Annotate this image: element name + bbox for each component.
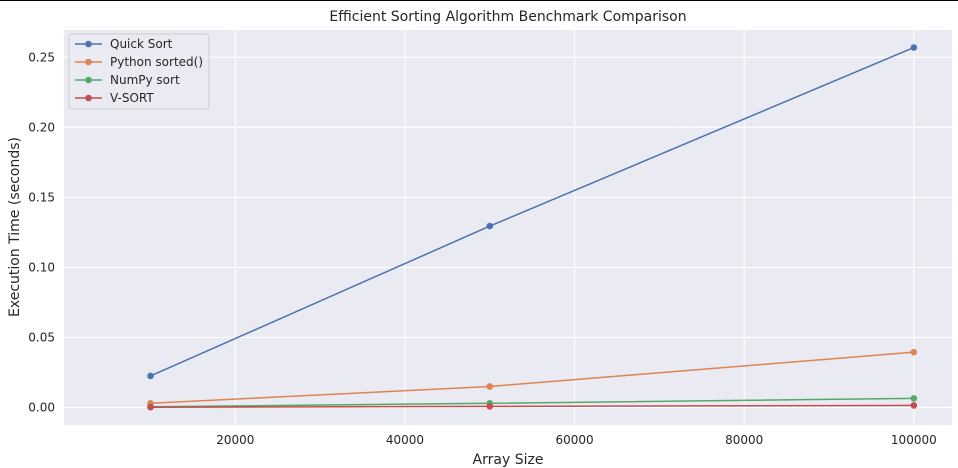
data-point bbox=[910, 44, 918, 51]
data-point bbox=[910, 348, 918, 356]
grid-lines bbox=[64, 30, 952, 425]
legend-frame bbox=[68, 33, 210, 110]
legend-swatch-marker bbox=[85, 40, 92, 48]
legend-swatch-marker bbox=[85, 94, 92, 102]
y-axis-label: Execution Time (seconds) bbox=[7, 137, 23, 317]
data-point bbox=[147, 403, 154, 411]
y-tick-label: 0.10 bbox=[28, 260, 55, 274]
chart-title: Efficient Sorting Algorithm Benchmark Co… bbox=[329, 9, 686, 25]
data-point bbox=[910, 402, 918, 409]
x-tick-label: 20000 bbox=[216, 433, 254, 447]
legend-item: Python sorted() bbox=[75, 55, 203, 69]
legend-swatch-marker bbox=[85, 76, 92, 84]
data-point bbox=[486, 222, 494, 230]
plot-area bbox=[64, 30, 952, 425]
data-point bbox=[486, 383, 494, 390]
y-tick-label: 0.20 bbox=[28, 120, 55, 134]
x-axis-label: Array Size bbox=[473, 452, 544, 468]
series-lines bbox=[147, 44, 918, 411]
data-point bbox=[486, 403, 494, 410]
x-tick-label: 60000 bbox=[555, 433, 593, 447]
series-v-sort bbox=[147, 402, 918, 411]
legend-swatch-marker bbox=[85, 58, 92, 66]
x-tick-label: 100000 bbox=[891, 433, 937, 447]
y-tick-label: 0.00 bbox=[28, 400, 55, 414]
axis-ticks: 20000 40000 60000 80000 100000 0.00 0.05 0.10 0.… bbox=[28, 50, 936, 447]
data-point bbox=[147, 372, 154, 380]
chart-legend: Quick Sort Python sorted() NumPy sort V-SOR… bbox=[68, 33, 210, 110]
x-tick-label: 80000 bbox=[725, 433, 763, 447]
y-tick-label: 0.15 bbox=[28, 190, 55, 204]
y-tick-label: 0.25 bbox=[28, 50, 55, 64]
y-tick-label: 0.05 bbox=[28, 330, 55, 344]
x-tick-label: 40000 bbox=[386, 433, 424, 447]
legend-label: NumPy sort bbox=[110, 73, 180, 87]
legend-label: Python sorted() bbox=[110, 55, 203, 69]
legend-label: Quick Sort bbox=[110, 37, 173, 51]
legend-item: Quick Sort bbox=[75, 37, 173, 51]
data-point bbox=[910, 395, 918, 402]
series-quick-sort bbox=[147, 44, 918, 380]
legend-label: V-SORT bbox=[110, 91, 154, 105]
legend-item: NumPy sort bbox=[75, 73, 180, 87]
legend-item: V-SORT bbox=[75, 91, 154, 105]
